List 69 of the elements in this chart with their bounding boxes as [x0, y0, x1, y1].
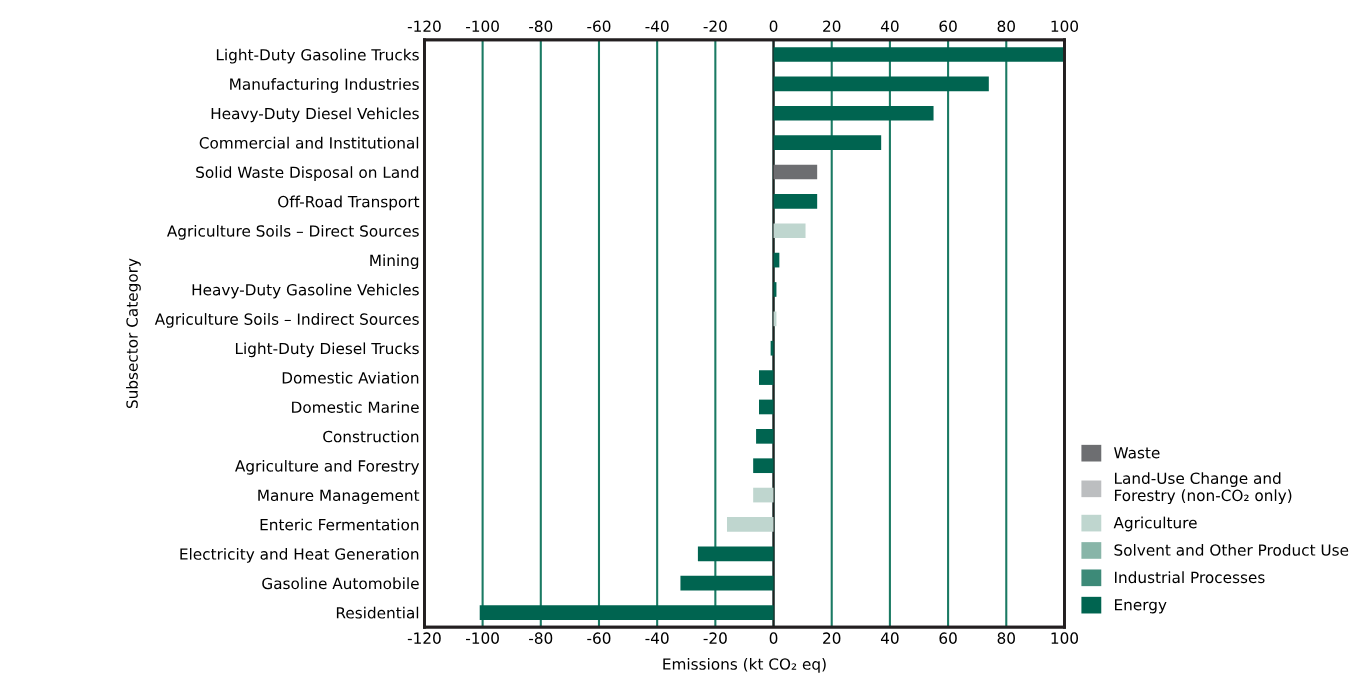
x2-tick-label: 40	[880, 20, 899, 33]
y-tick-label: Gasoline Automobile	[262, 577, 419, 590]
y-tick-label: Manufacturing Industries	[230, 78, 419, 93]
x-tick-label: -60	[587, 632, 611, 644]
y-tick-label: Mining	[370, 254, 419, 270]
bar	[773, 76, 989, 92]
y-tick-label: Enteric Fermentation	[260, 518, 419, 531]
x2-tick-label: -60	[587, 20, 611, 33]
x-tick-label: -80	[529, 632, 553, 644]
y-tick-label: Domestic Aviation	[282, 371, 419, 384]
y-tick-label: Commercial and Institutional	[199, 136, 419, 149]
x2-tick-label: -80	[529, 20, 553, 33]
bar	[753, 487, 774, 503]
y-axis-title: Subsector Category	[126, 258, 141, 409]
y-tick-label: Agriculture Soils – Direct Sources	[166, 224, 419, 240]
y-tick-label: Heavy-Duty Diesel Vehicles	[211, 107, 419, 123]
y-tick-label: Solid Waste Disposal on Land	[196, 166, 419, 181]
bar	[726, 517, 774, 532]
y-tick-label: Heavy-Duty Gasoline Vehicles	[192, 283, 419, 299]
x-tick-label: 20	[823, 632, 841, 644]
legend-label: Energy	[1114, 599, 1167, 614]
x2-tick-label: -20	[703, 20, 727, 33]
x2-tick-label: 60	[939, 20, 957, 33]
x2-tick-label: -40	[645, 20, 669, 33]
y-tick-label: Agriculture and Forestry	[235, 459, 420, 475]
bar	[773, 105, 934, 121]
bar	[773, 194, 818, 209]
y-tick-label: Manure Management	[258, 489, 420, 505]
x-tick-label: 80	[997, 632, 1015, 644]
x2-tick-label: 100	[1051, 20, 1079, 33]
bar	[758, 399, 774, 415]
bar	[756, 428, 774, 444]
x-tick-label: 60	[939, 632, 957, 644]
bar	[773, 135, 882, 150]
x-tick-label: -40	[645, 632, 669, 644]
legend-label: Solvent and Other Product Use	[1114, 543, 1349, 556]
bar	[773, 164, 818, 180]
x-tick-label: 40	[880, 632, 899, 644]
bar	[680, 575, 774, 591]
bar	[697, 546, 774, 562]
y-tick-label: Light-Duty Gasoline Trucks	[216, 48, 419, 64]
y-tick-label: Construction	[323, 430, 419, 443]
legend-label: Industrial Processes	[1114, 571, 1265, 584]
bar	[758, 370, 774, 385]
y-tick-label: Light-Duty Diesel Trucks	[235, 342, 419, 358]
y-tick-label: Electricity and Heat Generation	[180, 548, 419, 563]
legend-label: Agriculture	[1113, 516, 1197, 532]
y-tick-label: Domestic Marine	[292, 401, 419, 413]
bar	[773, 47, 1065, 62]
bar	[770, 340, 774, 356]
bar	[479, 605, 774, 620]
x-tick-label: -120	[407, 632, 441, 644]
x2-tick-label: -100	[466, 20, 499, 33]
y-tick-label: Agriculture Soils – Indirect Sources	[154, 313, 419, 328]
x2-tick-label: -120	[407, 20, 441, 33]
y-tick-label: Off-Road Transport	[278, 195, 420, 211]
legend-label: Waste	[1114, 447, 1160, 459]
x-tick-label: 100	[1051, 632, 1079, 644]
legend-label: Land-Use Change and Forestry (non-CO₂ only)	[1114, 472, 1292, 505]
x2-tick-label: 0	[769, 20, 778, 33]
x-tick-label: -100	[466, 632, 499, 644]
bar	[753, 458, 774, 474]
x-tick-label: 0	[769, 632, 778, 644]
x2-tick-label: 20	[823, 20, 841, 33]
bar	[773, 223, 806, 239]
y-tick-label: Residential	[336, 606, 419, 619]
x-axis-title: Emissions (kt CO₂ eq)	[663, 657, 826, 673]
x2-tick-label: 80	[997, 20, 1015, 33]
x-tick-label: -20	[703, 632, 727, 644]
